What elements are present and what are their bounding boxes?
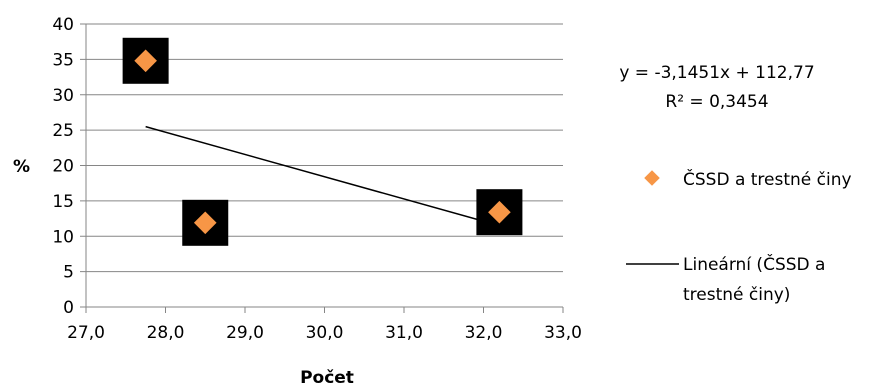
legend: ČSSD a trestné činy Lineární (ČSSD a tre… [626, 168, 852, 305]
x-tick-labels: 27,0 28,0 29,0 30,0 31,0 32,0 33,0 [67, 323, 582, 343]
x-tick-label: 33,0 [544, 323, 582, 343]
y-tick-label: 30 [52, 86, 74, 106]
y-tick-label: 15 [52, 192, 74, 212]
y-tick-label: 5 [63, 263, 74, 283]
y-tick-label: 25 [52, 121, 74, 141]
trendline-equation: y = -3,1451x + 112,77 [619, 63, 814, 83]
x-tick-label: 31,0 [385, 323, 423, 343]
y-tick-label: 20 [52, 157, 74, 177]
trendline-r-squared: R² = 0,3454 [665, 92, 768, 112]
data-points [122, 37, 523, 246]
x-tick-label: 29,0 [226, 323, 264, 343]
axes [80, 23, 564, 313]
y-tick-label: 40 [52, 15, 74, 35]
x-tick-label: 30,0 [306, 323, 344, 343]
x-axis-title: Počet [300, 368, 354, 388]
trendline-group [145, 125, 500, 227]
trendline [145, 125, 500, 227]
y-tick-label: 35 [52, 50, 74, 70]
y-tick-label: 0 [63, 298, 74, 318]
y-tick-label: 10 [52, 227, 74, 247]
y-tick-labels: 0 5 10 15 20 25 30 35 40 [52, 15, 74, 318]
data-point [122, 37, 169, 84]
legend-trendline-label-line2: trestné činy) [683, 285, 790, 305]
x-tick-label: 27,0 [67, 323, 105, 343]
x-tick-label: 28,0 [147, 323, 185, 343]
data-point [182, 199, 229, 246]
legend-series-marker [644, 170, 660, 186]
y-axis-title: % [13, 157, 30, 177]
data-point [476, 189, 523, 236]
legend-trendline-label-line1: Lineární (ČSSD a [683, 253, 825, 275]
x-tick-label: 32,0 [465, 323, 503, 343]
legend-series-label: ČSSD a trestné činy [683, 168, 852, 190]
